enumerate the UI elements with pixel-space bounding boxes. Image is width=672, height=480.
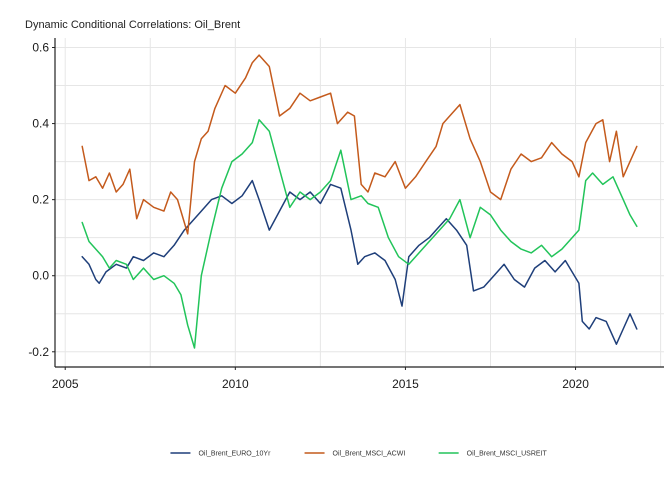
chart-title: Dynamic Conditional Correlations: Oil_Br…: [25, 19, 240, 31]
legend: Oil_Brent_EURO_10Yr Oil_Brent_MSCI_ACWI Oi…: [170, 451, 548, 458]
series-line-1: [81, 54, 638, 235]
axes: -0.2 0.0 0.2 0.4 0.6 2005 2010 2015 2020: [28, 38, 664, 391]
plot-series: [81, 54, 638, 349]
series-line-0: [81, 179, 638, 345]
x-tick-label: 2010: [222, 377, 249, 391]
series-line-2: [81, 119, 638, 349]
grid: [55, 38, 664, 367]
y-tick-label: -0.2: [28, 345, 49, 359]
x-tick-label: 2015: [392, 377, 419, 391]
x-tick-label: 2005: [52, 377, 79, 391]
x-tick-label: 2020: [562, 377, 589, 391]
legend-label-2: Oil_Brent_MSCI_USREIT: [467, 451, 548, 458]
y-tick-label: 0.2: [32, 193, 49, 207]
y-tick-label: 0.0: [32, 269, 49, 283]
legend-label-0: Oil_Brent_EURO_10Yr: [198, 451, 271, 458]
y-tick-label: 0.4: [32, 117, 49, 131]
y-tick-label: 0.6: [32, 41, 49, 55]
legend-label-1: Oil_Brent_MSCI_ACWI: [333, 451, 406, 458]
